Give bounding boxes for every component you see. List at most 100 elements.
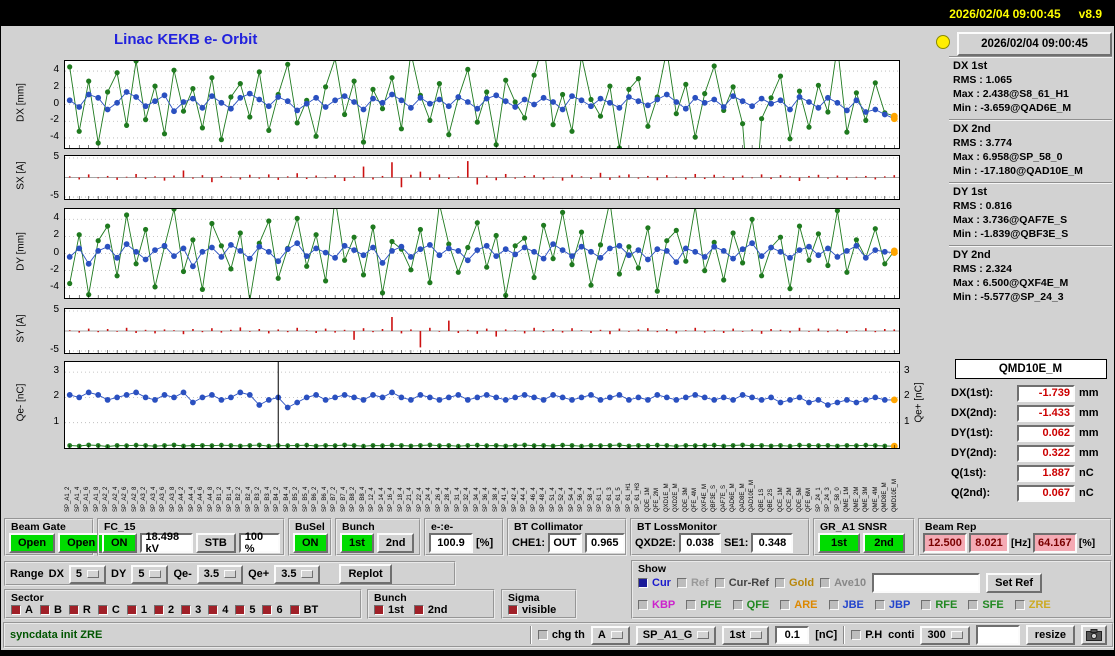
range-dx-select[interactable]: 5 [68,564,107,584]
bunch-1st-button[interactable]: 1st [340,533,374,553]
checkbox-label: Cur [652,577,671,589]
bpm-label: SP_B3_2 [255,486,261,512]
sector-checkbox[interactable]: 2nd [413,604,448,616]
show-checkbox[interactable]: JBE [828,599,864,611]
monitor-row: Q(1st): 1.887 nC [949,463,1112,483]
range-qminus-select[interactable]: 3.5 [196,564,244,584]
bunch-2nd-button[interactable]: 2nd [376,533,415,553]
q-axis-label: Qe- [nC] [15,383,27,422]
conti-label: conti [888,629,915,641]
ph-checkbox[interactable]: P.H [851,629,882,641]
show-checkbox[interactable]: PFE [686,599,722,611]
sector-checkbox[interactable]: R [68,604,91,616]
sector-checkbox[interactable]: A [11,604,33,616]
bpm-label: SP_61_5 [616,487,622,512]
sector-checkbox[interactable]: 3 [181,604,201,616]
show-checkbox[interactable]: ZRE [1014,599,1051,611]
busel-frame: BuSel ON [288,518,332,556]
count-input[interactable] [975,625,1020,645]
show-checkbox[interactable]: Ref [676,577,709,589]
interval-select[interactable]: 300 [920,625,970,645]
set-ref-input[interactable] [872,573,981,593]
beam-gate-frame: Beam Gate Open Open [4,518,105,556]
range-qplus-select[interactable]: 3.5 [274,564,321,584]
beam-gate-open-button-1[interactable]: Open [9,533,56,553]
bpm-label: QBF3E_S [711,484,717,512]
bunch-select[interactable]: 1st [722,625,770,645]
chg-th-checkbox[interactable]: chg th [537,629,585,641]
sy-steering-plot [64,308,900,354]
show-checkbox[interactable]: Gold [775,577,814,589]
sy-axis-ticks: 5 -5 [37,304,61,355]
bpm-label: SP_B5_2 [293,486,299,512]
show-checkbox[interactable]: Ave10 [820,577,866,589]
monitor-select[interactable]: SP_A1_G [635,625,717,645]
gr-snsr-1st-button[interactable]: 1st [818,533,860,553]
beam-rep-frame: Beam Rep 12.500 8.021 [Hz] 64.167 [%] [918,518,1112,556]
monitor-row-value: 0.067 [1017,484,1075,502]
sector-checkbox[interactable]: 6 [262,604,283,616]
show-checkbox[interactable]: Cur [638,577,671,589]
checkbox-indicator [828,600,839,610]
sector-checkbox[interactable]: 5 [235,604,255,616]
bpm-label: QAD8E_M [739,483,746,512]
sector-checkbox[interactable]: 4 [208,604,228,616]
dropdown-indicator [697,631,710,639]
stat-title: DY 2nd [953,249,991,261]
sector-select[interactable]: A [590,625,630,645]
sector-checkbox[interactable]: 1 [126,604,147,616]
gr-snsr-2nd-button[interactable]: 2nd [863,533,905,553]
checkbox-label: 2nd [427,604,448,616]
bpm-label: QXD2E_M [673,483,679,512]
threshold-input[interactable]: 0.1 [775,626,810,644]
bpm-label: SP_54_4 [568,487,575,512]
bpm-label: SP_B2_4 [245,486,252,512]
bpm-label: SP_A1_6 [84,486,90,512]
bpm-label: SP_46_4 [530,487,537,512]
busel-on-button[interactable]: ON [293,533,328,553]
bpm-label: SP_A3_4 [150,486,157,512]
screenshot-button[interactable] [1081,625,1107,645]
show-checkbox[interactable]: SFE [968,599,1004,611]
fc15-kv-readout: 18.498 kV [139,531,193,555]
sector-checkbox[interactable]: C [97,604,120,616]
show-checkbox[interactable]: Cur-Ref [714,577,769,589]
bpm-label: SP_B1_4 [226,486,233,512]
bpm-label: SP_38_4 [492,487,499,512]
axis-tick: -4 [50,130,59,142]
fc15-on-button[interactable]: ON [102,533,137,553]
bpm-label: SP_12_4 [369,487,375,512]
sector-checkbox[interactable]: 1st [374,604,404,616]
show-checkbox[interactable]: JBP [874,599,910,611]
checkbox-indicator [413,605,424,615]
monitor-row-unit: nC [1079,467,1094,479]
range-dy-select[interactable]: 5 [131,564,169,584]
set-ref-button[interactable]: Set Ref [986,573,1043,593]
sector-checkbox[interactable]: 2 [153,604,174,616]
show-checkbox[interactable]: QFE [732,599,769,611]
show-checkbox[interactable]: KBP [638,599,675,611]
stat-rms: RMS : 3.774 [953,137,1012,149]
monitor-row-value: 0.322 [1017,444,1075,462]
sigma-visible-checkbox[interactable]: visible [508,604,556,616]
show-checkbox[interactable]: ARE [780,599,818,611]
resize-button[interactable]: resize [1025,625,1075,645]
replot-button[interactable]: Replot [339,564,392,584]
fc15-stb-button[interactable]: STB [195,533,236,553]
show-checkbox[interactable]: RFE [921,599,957,611]
monitor-row-label: DY(2nd): [951,447,997,459]
sector-checkbox[interactable]: B [39,604,62,616]
bpm-label: QAD6E_M [730,483,736,512]
checkbox-label: ARE [794,599,818,611]
busel-label: BuSel [295,521,325,533]
bpm-label: SP_61_1 [597,487,603,512]
beam-gate-open-button-2[interactable]: Open [58,533,105,553]
bpm-label: QMD10E_M [891,478,898,512]
stat-min: Min : -1.839@QBF3E_S [953,228,1069,240]
checkbox-label: Ave10 [834,577,867,589]
checkbox-indicator [181,605,192,615]
sector-checkbox[interactable]: BT [289,604,318,616]
checkbox-indicator [1014,600,1025,610]
bpm-label: SP_A1_2 [65,486,71,512]
bpm-label: QME_3M [863,486,869,512]
